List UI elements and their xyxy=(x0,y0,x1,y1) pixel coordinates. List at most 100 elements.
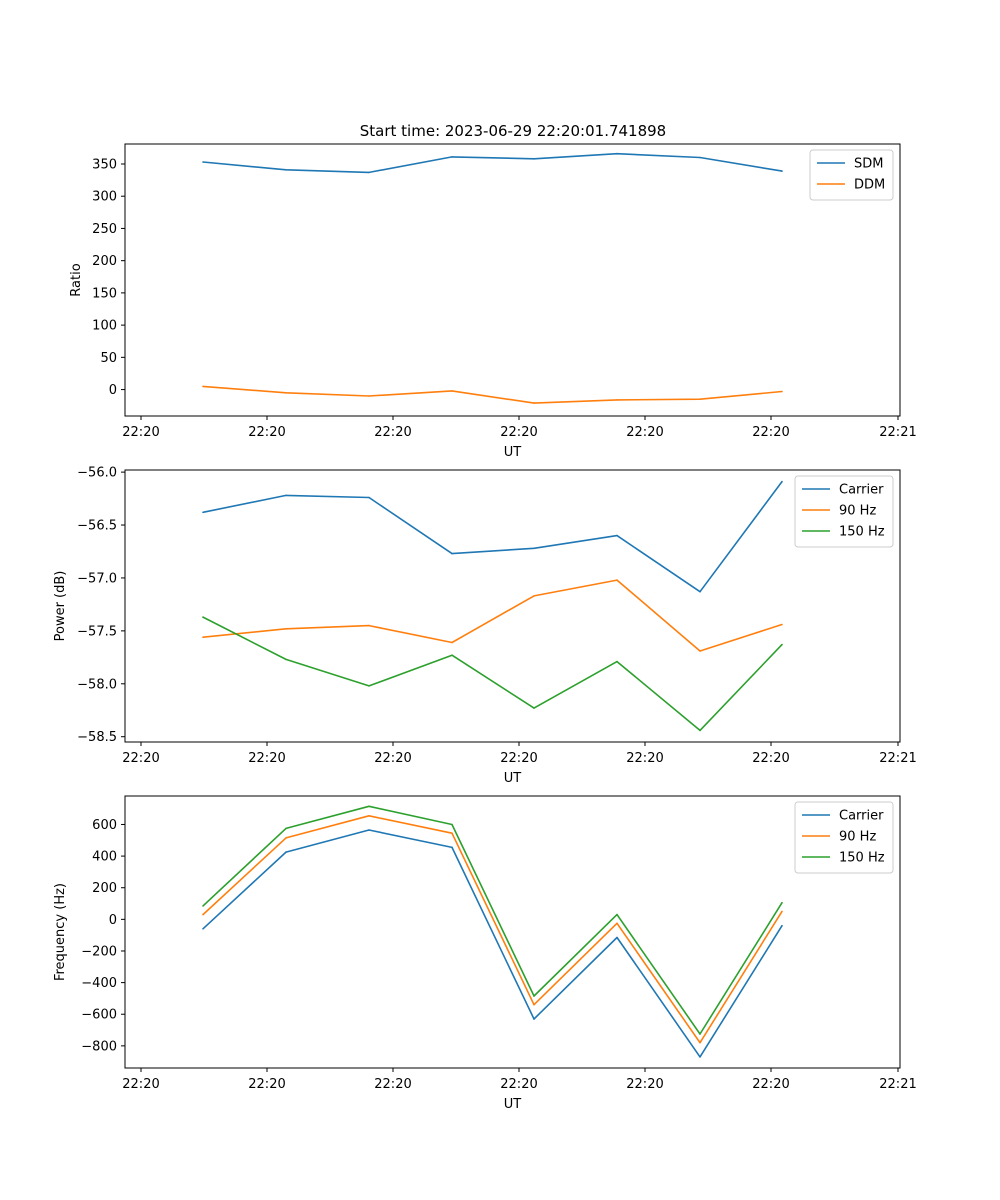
data-point xyxy=(202,928,204,930)
y-axis-label: Ratio xyxy=(69,263,84,296)
series-line-90-hz xyxy=(202,579,783,652)
x-tick-label: 22:20 xyxy=(626,425,663,440)
x-tick-label: 22:20 xyxy=(752,751,789,766)
data-point xyxy=(699,398,701,401)
x-tick-label: 22:20 xyxy=(500,1077,537,1092)
y-tick-label: 0 xyxy=(109,383,117,398)
x-tick-label: 22:20 xyxy=(626,1077,663,1092)
x-axis-label: UT xyxy=(504,1097,522,1112)
data-point xyxy=(699,590,701,593)
panel-1: 0 50 100 150 200 250 300 350 22:20 22:20 22:20 22:2… xyxy=(69,143,917,460)
data-point xyxy=(533,595,535,597)
x-tick-label: 22:21 xyxy=(879,1077,916,1092)
legend-label: Carrier xyxy=(839,809,884,824)
data-point xyxy=(781,910,783,913)
data-point xyxy=(616,399,618,401)
series-line-150-hz xyxy=(202,805,783,1035)
data-point xyxy=(285,851,287,853)
data-point xyxy=(533,707,535,709)
legend-label: 90 Hz xyxy=(839,504,876,519)
data-point xyxy=(202,905,204,907)
data-point xyxy=(699,1041,701,1044)
series-line-150-hz xyxy=(202,616,783,732)
panels: 0 50 100 150 200 250 300 350 22:20 22:20 22:20 22:2… xyxy=(53,143,917,1112)
legend-box xyxy=(794,475,894,548)
data-point xyxy=(202,636,204,638)
x-tick-label: 22:20 xyxy=(248,751,285,766)
data-point xyxy=(451,846,453,849)
data-point xyxy=(285,628,287,630)
data-point xyxy=(202,385,204,388)
y-tick-label: 50 xyxy=(100,351,117,366)
data-point xyxy=(533,402,535,404)
data-point xyxy=(202,161,204,163)
data-point xyxy=(781,924,783,927)
data-point xyxy=(368,685,370,687)
plot-area xyxy=(124,143,901,417)
data-point xyxy=(368,624,370,627)
data-point xyxy=(451,823,453,826)
x-tick-label: 22:20 xyxy=(752,1077,789,1092)
y-tick-label: 0 xyxy=(109,913,117,928)
legend-label: 90 Hz xyxy=(839,830,876,845)
data-point xyxy=(368,815,370,817)
data-point xyxy=(285,658,287,661)
x-tick-label: 22:20 xyxy=(122,425,159,440)
data-point xyxy=(616,660,618,663)
series-line-sdm xyxy=(202,152,783,174)
data-point xyxy=(451,552,453,555)
panel-2: −58.5 −58.0 −57.5 −57.0 −56.5 −56.0 22:20 22:20… xyxy=(53,466,917,786)
y-tick-label: −200 xyxy=(81,944,117,959)
y-axis-label: Power (dB) xyxy=(53,571,68,642)
y-tick-label: −57.0 xyxy=(77,571,117,586)
data-point xyxy=(533,995,535,997)
x-tick-label: 22:20 xyxy=(248,1077,285,1092)
data-point xyxy=(699,729,701,732)
series-line-90-hz xyxy=(202,814,783,1044)
data-point xyxy=(699,156,701,159)
legend: Carrier 90 Hz 150 Hz xyxy=(794,801,894,874)
legend-label: Carrier xyxy=(839,483,884,498)
y-tick-label: 350 xyxy=(92,157,117,172)
data-point xyxy=(285,494,287,497)
data-point xyxy=(368,171,370,174)
x-tick-label: 22:21 xyxy=(879,751,916,766)
data-point xyxy=(202,913,204,916)
data-point xyxy=(616,152,618,155)
series-line-carrier xyxy=(202,481,783,593)
x-tick-label: 22:20 xyxy=(500,425,537,440)
data-point xyxy=(781,643,783,646)
y-tick-label: −600 xyxy=(81,1008,117,1023)
x-tick-label: 22:20 xyxy=(500,751,537,766)
x-tick-label: 22:20 xyxy=(374,425,411,440)
x-axis-label: UT xyxy=(504,771,522,786)
plot-area xyxy=(124,469,901,743)
y-tick-label: 250 xyxy=(92,222,117,237)
data-point xyxy=(368,496,370,499)
chart-title: Start time: 2023-06-29 22:20:01.741898 xyxy=(360,122,666,140)
y-tick-label: −57.5 xyxy=(77,624,117,639)
legend: SDM DDM xyxy=(809,149,894,201)
data-point xyxy=(368,829,370,831)
panel-3: −800 −600 −400 −200 0 200 400 600 22:20 22:20 22:2… xyxy=(53,795,917,1112)
x-tick-label: 22:20 xyxy=(374,1077,411,1092)
data-point xyxy=(781,390,783,393)
y-tick-label: 150 xyxy=(92,286,117,301)
x-tick-label: 22:20 xyxy=(752,425,789,440)
legend-box xyxy=(794,801,894,874)
y-tick-label: 400 xyxy=(92,850,117,865)
x-tick-label: 22:20 xyxy=(374,751,411,766)
y-tick-label: 600 xyxy=(92,818,117,833)
y-axis-label: Frequency (Hz) xyxy=(53,883,68,981)
data-point xyxy=(699,1033,701,1035)
data-point xyxy=(202,616,204,618)
x-tick-label: 22:20 xyxy=(122,1077,159,1092)
data-point xyxy=(451,156,453,158)
legend-label: 150 Hz xyxy=(839,851,885,866)
data-point xyxy=(285,169,287,171)
data-point xyxy=(533,547,535,550)
legend-label: DDM xyxy=(854,178,885,193)
data-point xyxy=(781,623,783,626)
data-point xyxy=(616,922,618,925)
